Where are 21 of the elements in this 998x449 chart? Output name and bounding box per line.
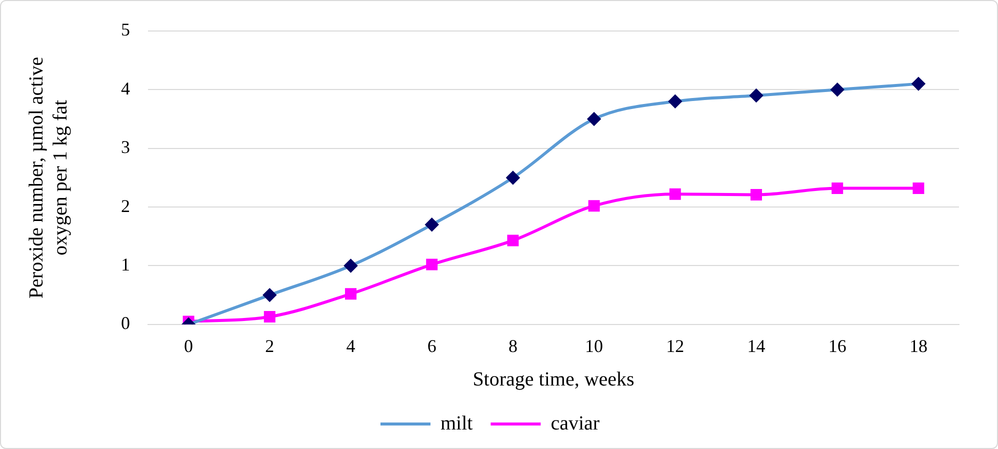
x-tick-label: 0 bbox=[184, 336, 194, 356]
y-tick-label: 3 bbox=[121, 137, 130, 158]
legend-label: milt bbox=[440, 412, 474, 434]
x-tick-label: 8 bbox=[508, 336, 518, 356]
y-tick-label: 1 bbox=[121, 254, 130, 274]
x-tick-label: 6 bbox=[427, 336, 436, 356]
y-tick-label: 0 bbox=[121, 313, 130, 334]
y-tick-label: 4 bbox=[121, 78, 130, 98]
x-tick-label: 18 bbox=[909, 336, 928, 356]
legend-label: caviar bbox=[550, 412, 600, 434]
x-axis-title: Storage time, weeks bbox=[472, 368, 635, 390]
x-tick-label: 2 bbox=[265, 336, 274, 356]
x-tick-label: 10 bbox=[585, 336, 604, 356]
y-tick-label: 5 bbox=[121, 20, 130, 40]
x-tick-label: 4 bbox=[346, 336, 356, 356]
text: oxygen per 1 kg fat bbox=[49, 100, 72, 256]
x-tick-label: 14 bbox=[747, 336, 766, 356]
x-tick-label: 12 bbox=[666, 336, 684, 356]
text: Peroxide number, µmol active bbox=[25, 56, 48, 299]
y-tick-label: 2 bbox=[121, 196, 130, 216]
x-tick-label: 16 bbox=[828, 336, 846, 356]
